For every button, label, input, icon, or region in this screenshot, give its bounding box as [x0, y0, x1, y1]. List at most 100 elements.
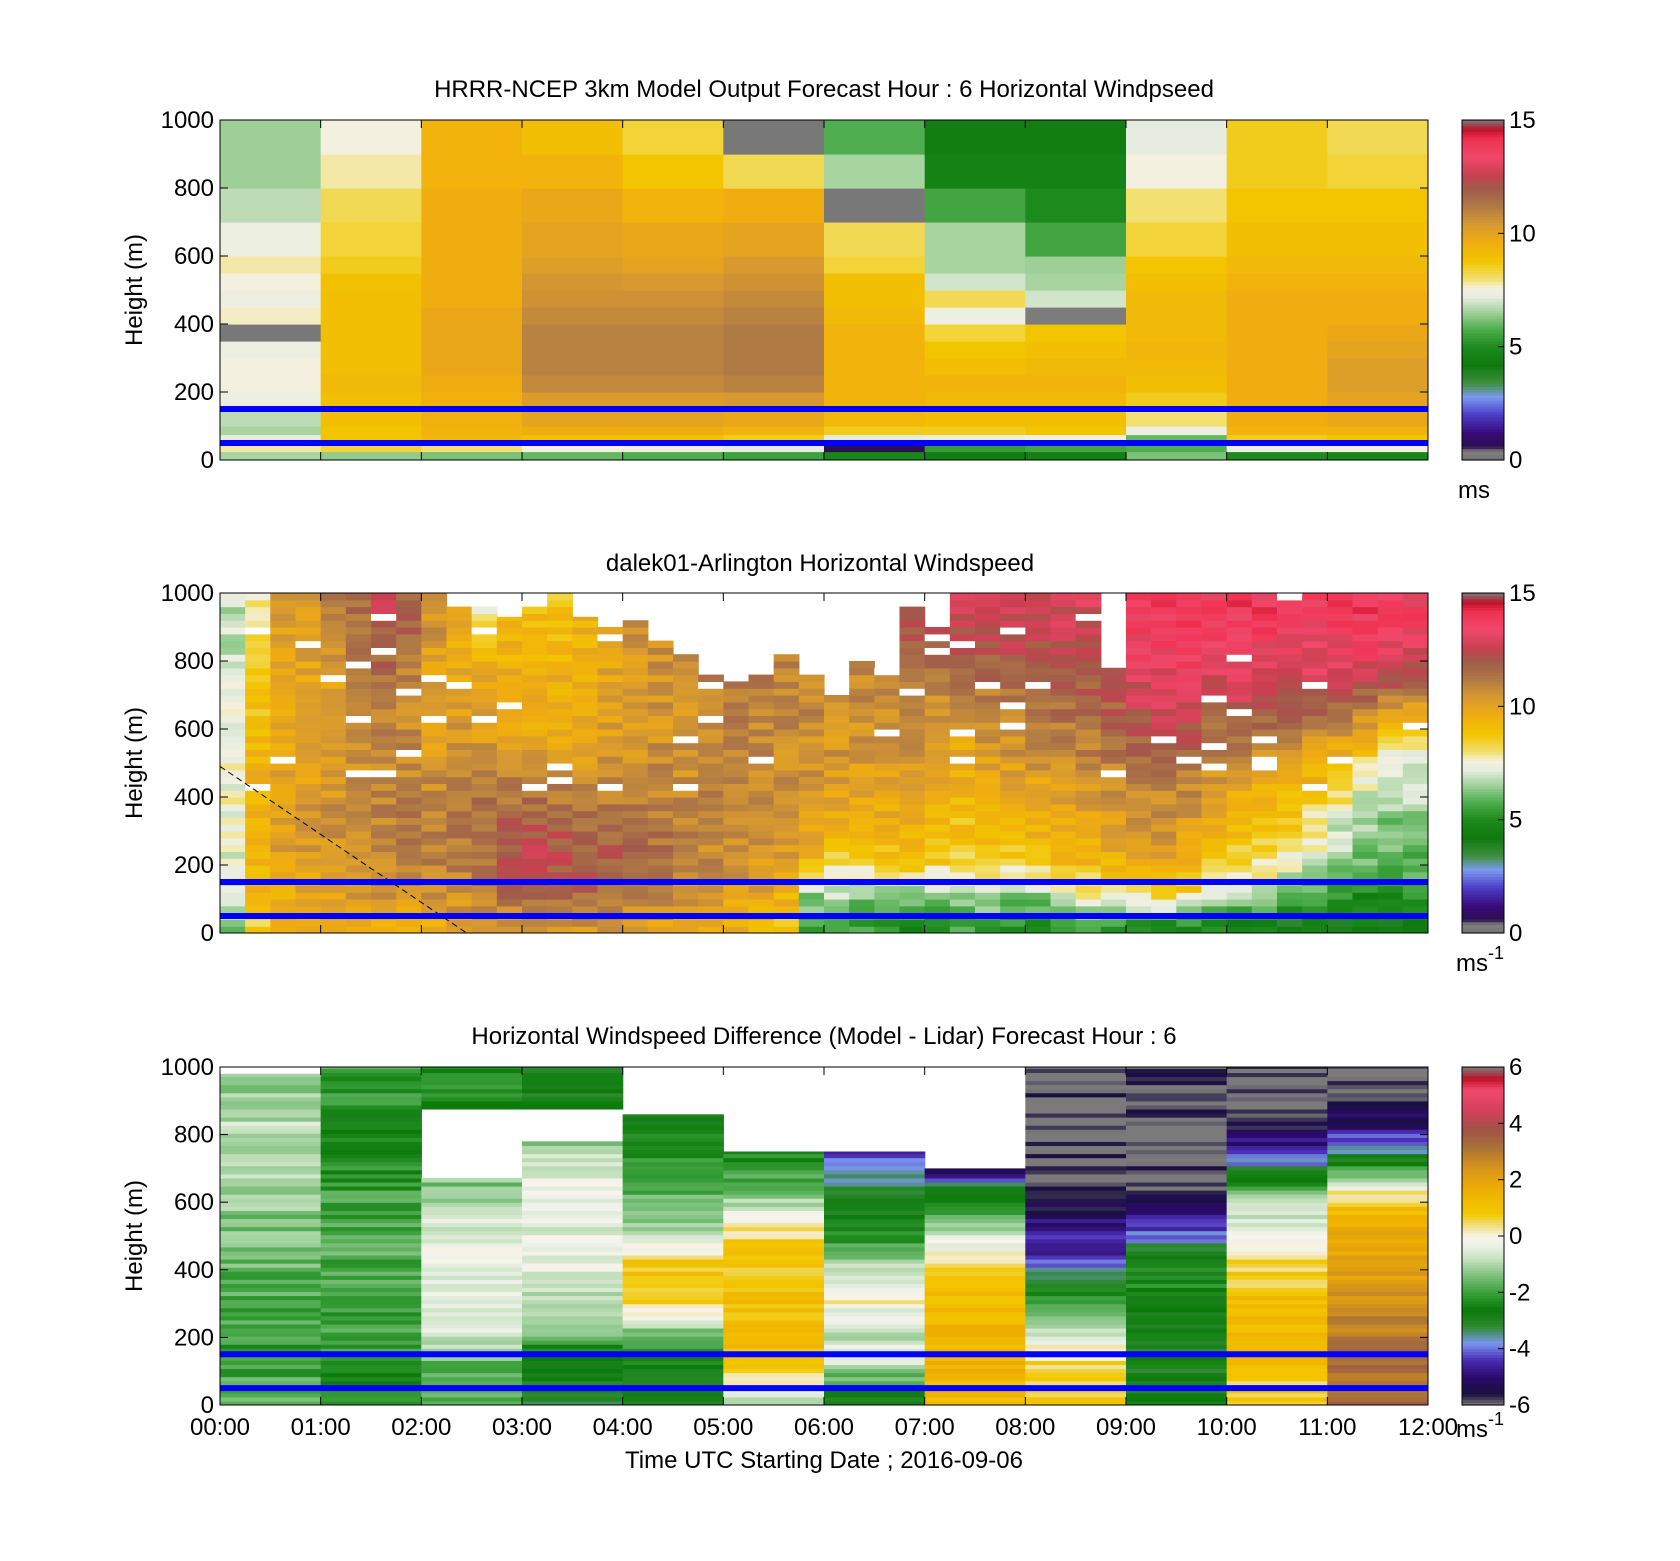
lidar-cell [522, 926, 548, 933]
diff-cell [1126, 1392, 1228, 1398]
lidar-cell [1000, 905, 1026, 914]
lidar-cell [1075, 681, 1102, 689]
diff-cell [723, 1206, 825, 1211]
lidar-cell [1025, 837, 1052, 846]
model-cell [1126, 273, 1228, 291]
diff-cell [622, 1185, 724, 1191]
diff-cell [622, 1222, 724, 1228]
colorbar-swatch [1462, 808, 1504, 812]
diff-cell [522, 1238, 624, 1244]
lidar-cell [295, 722, 322, 730]
lidar-cell [849, 871, 875, 880]
lidar-cell [899, 708, 926, 716]
colorbar-swatch [1462, 139, 1504, 144]
diff-cell [220, 1392, 322, 1398]
lidar-cell [1226, 790, 1253, 798]
lidar-cell [597, 776, 624, 784]
diff-cell [421, 1100, 523, 1106]
diff-cell [723, 1157, 825, 1163]
lidar-cell [1302, 708, 1328, 716]
lidar-cell [597, 810, 624, 818]
colorbar-swatch [1462, 188, 1504, 192]
lidar-cell [396, 776, 422, 784]
lidar-cell [421, 905, 448, 914]
diff-cell [723, 1319, 825, 1325]
lidar-cell [748, 756, 775, 764]
lidar-cell [924, 715, 951, 723]
lidar-cell [396, 606, 422, 614]
lidar-cell [345, 763, 372, 771]
lidar-cell [1176, 899, 1203, 907]
lidar-cell [899, 647, 926, 655]
diff-cell [320, 1331, 422, 1337]
colorbar-swatch [1462, 1351, 1504, 1355]
colorbar-swatch [1462, 1072, 1504, 1077]
diff-cell [421, 1344, 523, 1349]
lidar-cell [320, 865, 347, 873]
lidar-cell [1327, 926, 1354, 933]
lidar-cell [1327, 858, 1354, 866]
diff-cell [220, 1169, 322, 1175]
lidar-cell [1050, 837, 1077, 846]
lidar-cell [1000, 593, 1026, 601]
colorbar-swatch [1462, 1131, 1504, 1136]
lidar-cell [245, 797, 271, 805]
diff-cell [1126, 1344, 1228, 1349]
lidar-cell [1025, 899, 1052, 907]
lidar-cell [1302, 661, 1328, 669]
lidar-cell [1151, 613, 1177, 621]
lidar-cell [647, 640, 674, 648]
lidar-cell [371, 763, 397, 771]
lidar-cell [1025, 831, 1052, 839]
lidar-cell [1151, 633, 1177, 642]
lidar-cell [1402, 865, 1428, 873]
lidar-cell [1050, 851, 1077, 859]
lidar-cell [773, 756, 800, 764]
lidar-cell [1151, 620, 1177, 628]
lidar-cell [673, 783, 699, 791]
lidar-cell [345, 810, 372, 818]
lidar-cell [1075, 919, 1102, 927]
diff-cell [1025, 1254, 1127, 1260]
lidar-cell [773, 844, 800, 852]
lidar-cell [1251, 729, 1278, 737]
lidar-cell [1327, 606, 1354, 614]
lidar-cell [1226, 797, 1253, 805]
diff-cell [1226, 1112, 1328, 1118]
colorbar-swatch [1462, 1236, 1504, 1240]
lidar-cell [899, 667, 926, 676]
lidar-cell [975, 620, 1001, 628]
diff-cell [220, 1084, 322, 1090]
lidar-cell [245, 783, 271, 791]
lidar-cell [1100, 701, 1127, 710]
lidar-cell [698, 674, 724, 682]
diff-cell [1126, 1283, 1228, 1288]
model-cell [220, 409, 322, 427]
lidar-cell [647, 919, 674, 927]
colorbar-swatch [1462, 1255, 1504, 1260]
colorbar-swatch [1462, 1297, 1504, 1302]
colorbar-swatch [1462, 1326, 1504, 1330]
lidar-cell [320, 647, 347, 655]
diff-cell [1025, 1133, 1127, 1138]
lidar-cell [975, 715, 1001, 723]
lidar-cell [1126, 763, 1152, 771]
lidar-cell [471, 695, 498, 703]
lidar-cell [723, 681, 750, 689]
diff-cell [1025, 1117, 1127, 1122]
lidar-cell [798, 701, 825, 710]
lidar-cell [1075, 831, 1102, 839]
lidar-cell [245, 871, 271, 880]
lidar-cell [1327, 735, 1354, 744]
lidar-cell [371, 633, 397, 642]
model-cell [320, 443, 422, 453]
lidar-cell [1352, 858, 1379, 866]
lidar-cell [396, 837, 422, 846]
lidar-cell [1201, 735, 1228, 744]
diff-cell [1025, 1271, 1127, 1276]
lidar-cell [1000, 640, 1026, 648]
lidar-cell [949, 681, 976, 689]
diff-cell [924, 1336, 1026, 1341]
lidar-cell [421, 797, 448, 805]
colorbar-swatch [1462, 819, 1504, 824]
